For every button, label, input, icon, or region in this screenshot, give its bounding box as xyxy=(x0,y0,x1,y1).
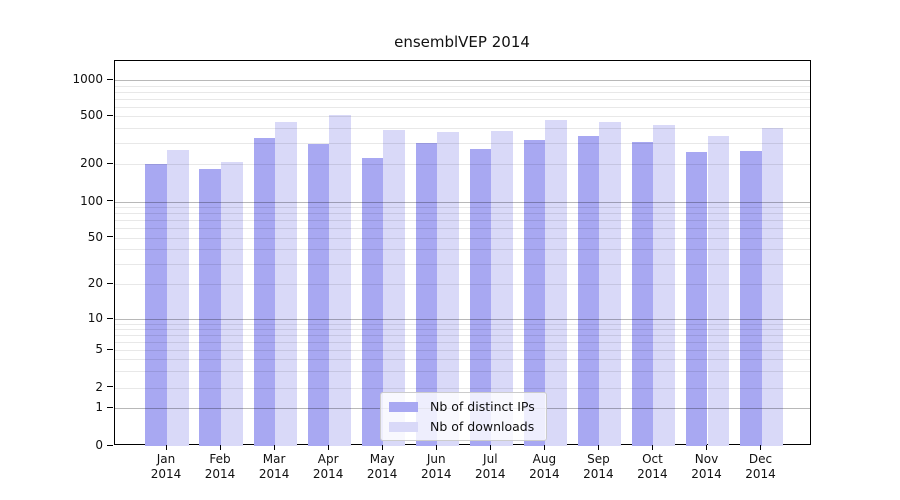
bar-downloads-mar xyxy=(275,121,297,446)
bar-distinct-ips-oct xyxy=(631,141,654,446)
bar-downloads-apr xyxy=(329,115,351,446)
bar-downloads-aug xyxy=(545,119,567,446)
plot-area: Nb of distinct IPs Nb of downloads xyxy=(114,60,811,446)
x-tick-label-nov: Nov 2014 xyxy=(691,452,722,481)
x-tick-label-apr: Apr 2014 xyxy=(312,452,344,481)
y-tick-mark-1000 xyxy=(107,78,113,80)
y-tick-mark-5 xyxy=(107,348,113,350)
legend-label-downloads: Nb of downloads xyxy=(430,419,535,434)
bar-distinct-ips-jul xyxy=(469,149,492,446)
x-tick-mark-nov xyxy=(706,445,707,450)
x-tick-mark-mar xyxy=(273,445,275,450)
bar-downloads-oct xyxy=(653,125,676,446)
bar-downloads-jun xyxy=(437,131,459,446)
bar-distinct-ips-jan xyxy=(145,163,167,446)
x-tick-mark-aug xyxy=(543,445,545,450)
bar-downloads-sep xyxy=(599,121,621,446)
bar-distinct-ips-aug xyxy=(523,139,546,446)
x-tick-mark-jun xyxy=(435,445,437,450)
y-tick-mark-200 xyxy=(107,162,113,164)
y-tick-mark-1 xyxy=(107,406,113,408)
x-tick-label-jun: Jun 2014 xyxy=(420,452,452,481)
y-tick-label-500: 500 xyxy=(80,108,103,123)
y-tick-label-100: 100 xyxy=(80,193,103,208)
legend: Nb of distinct IPs Nb of downloads xyxy=(380,392,547,441)
bar-distinct-ips-sep xyxy=(577,135,600,446)
y-tick-label-200: 200 xyxy=(80,156,103,171)
bar-downloads-jan xyxy=(167,149,189,446)
y-tick-mark-0 xyxy=(107,444,113,446)
y-tick-label-1000: 1000 xyxy=(72,72,103,86)
legend-entry-distinct-ips: Nb of distinct IPs xyxy=(389,399,537,414)
bar-distinct-ips-dec xyxy=(739,151,762,446)
x-tick-label-jan: Jan 2014 xyxy=(150,452,182,481)
bar-downloads-jul xyxy=(491,131,513,446)
bar-distinct-ips-nov xyxy=(685,151,708,446)
x-tick-mark-may xyxy=(381,445,383,450)
y-tick-mark-20 xyxy=(107,282,113,284)
y-tick-mark-2 xyxy=(107,386,113,388)
bar-distinct-ips-apr xyxy=(307,143,330,446)
x-tick-label-dec: Dec 2014 xyxy=(745,452,776,481)
bar-downloads-feb xyxy=(221,161,243,446)
x-tick-label-may: May 2014 xyxy=(366,452,398,481)
y-tick-label-50: 50 xyxy=(87,229,103,244)
legend-entry-downloads: Nb of downloads xyxy=(389,419,537,434)
y-tick-label-1: 1 xyxy=(95,400,103,415)
bars-layer xyxy=(115,61,810,446)
x-tick-mark-sep xyxy=(597,445,599,450)
x-tick-label-jul: Jul 2014 xyxy=(475,452,506,481)
bar-downloads-dec xyxy=(761,128,784,446)
x-tick-mark-dec xyxy=(760,445,762,450)
y-tick-label-2: 2 xyxy=(95,379,103,394)
bar-downloads-may xyxy=(383,130,405,446)
bar-distinct-ips-jun xyxy=(415,142,438,446)
y-tick-label-20: 20 xyxy=(87,276,103,291)
x-tick-label-mar: Mar 2014 xyxy=(258,452,290,481)
y-tick-mark-10 xyxy=(107,317,113,319)
y-tick-label-10: 10 xyxy=(87,311,103,326)
bar-distinct-ips-may xyxy=(361,158,384,446)
y-tick-mark-100 xyxy=(107,200,113,202)
x-tick-mark-apr xyxy=(327,445,329,450)
y-tick-mark-50 xyxy=(107,236,113,238)
x-tick-mark-jul xyxy=(489,445,491,450)
bar-distinct-ips-feb xyxy=(199,169,222,446)
x-tick-label-aug: Aug 2014 xyxy=(529,452,560,481)
x-tick-label-sep: Sep 2014 xyxy=(583,452,614,481)
bar-distinct-ips-mar xyxy=(253,137,276,446)
legend-swatch-downloads-icon xyxy=(389,421,418,432)
legend-label-distinct-ips: Nb of distinct IPs xyxy=(430,399,535,414)
chart-title: ensemblVEP 2014 xyxy=(394,33,530,51)
x-tick-mark-jan xyxy=(165,445,167,450)
x-tick-mark-feb xyxy=(219,445,221,450)
legend-swatch-distinct-ips-icon xyxy=(389,401,418,412)
bar-downloads-nov xyxy=(707,135,730,446)
y-tick-label-5: 5 xyxy=(95,342,103,357)
x-tick-label-oct: Oct 2014 xyxy=(637,452,668,481)
x-tick-label-feb: Feb 2014 xyxy=(204,452,236,481)
y-tick-label-0: 0 xyxy=(95,438,103,452)
x-tick-mark-oct xyxy=(651,445,653,450)
y-tick-mark-500 xyxy=(107,114,113,116)
